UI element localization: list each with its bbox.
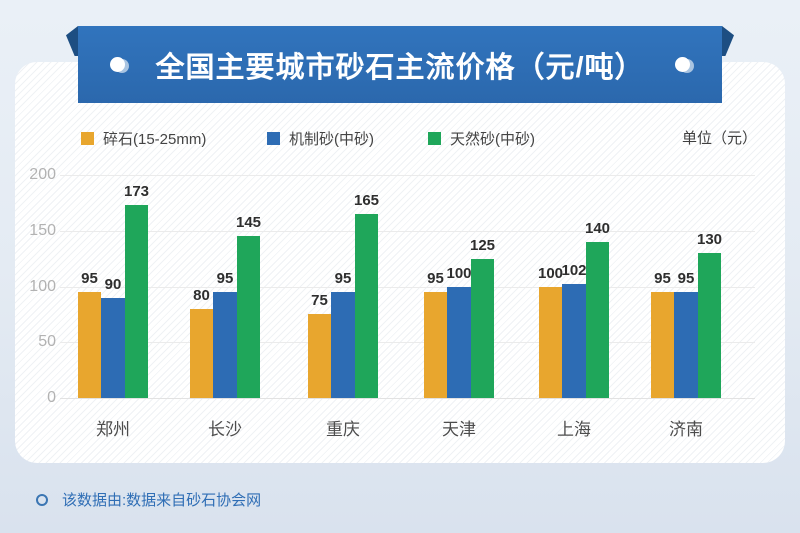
bar-value-label: 95 (216, 270, 234, 288)
title-banner: 全国主要城市砂石主流价格（元/吨） (78, 26, 722, 103)
bar-天然砂(中砂)-重庆 (354, 214, 379, 398)
y-axis-tick-100: 100 (29, 277, 56, 295)
gridline-100 (60, 286, 755, 288)
bar-碎石(15-25mm)-重庆 (307, 314, 332, 398)
legend-item-machine-sand: 机制砂(中砂) (267, 130, 374, 148)
legend-swatch-blue (267, 132, 280, 145)
bar-value-label: 95 (81, 270, 98, 288)
legend-label: 机制砂(中砂) (289, 131, 374, 148)
bar-value-label: 80 (193, 286, 210, 304)
bar-value-label: 95 (334, 270, 352, 288)
dot-main (110, 57, 126, 72)
x-axis-label-郑州: 郑州 (96, 420, 130, 439)
bar-value-label: 90 (104, 275, 122, 293)
bar-value-label: 130 (696, 231, 723, 249)
gridline-0 (60, 398, 755, 399)
x-axis-label-上海: 上海 (557, 420, 591, 439)
circle-bullet-icon (36, 493, 48, 506)
bar-value-label: 125 (469, 236, 496, 254)
data-source-text: 该数据由:数据来自砂石协会网 (62, 492, 262, 509)
bar-value-label: 140 (584, 219, 611, 237)
bar-碎石(15-25mm)-天津 (423, 292, 448, 398)
gridline-150 (60, 230, 755, 232)
unit-label: 单位（元） (681, 130, 757, 147)
legend-label: 天然砂(中砂) (450, 131, 535, 148)
bar-天然砂(中砂)-郑州 (124, 205, 149, 398)
legend-swatch-orange (81, 132, 94, 145)
bar-碎石(15-25mm)-济南 (650, 292, 675, 398)
bar-机制砂(中砂)-天津 (447, 286, 471, 398)
bar-机制砂(中砂)-重庆 (331, 292, 355, 398)
bar-value-label: 95 (677, 270, 695, 288)
legend-label: 碎石(15-25mm) (103, 131, 207, 148)
bar-value-label: 95 (427, 270, 444, 288)
banner-dot-left-icon (110, 57, 130, 73)
bar-value-label: 95 (654, 270, 671, 288)
bar-机制砂(中砂)-上海 (562, 284, 586, 398)
banner-fold-right (722, 26, 734, 56)
bar-碎石(15-25mm)-长沙 (189, 308, 214, 398)
bar-机制砂(中砂)-郑州 (101, 297, 125, 398)
banner-fold-left (66, 26, 78, 56)
bar-value-label: 100 (446, 264, 472, 282)
banner-dot-right-icon (674, 57, 694, 73)
y-axis-tick-150: 150 (29, 221, 56, 239)
legend-swatch-green (428, 132, 441, 145)
page-title: 全国主要城市砂石主流价格（元/吨） (155, 51, 645, 84)
bar-天然砂(中砂)-上海 (585, 241, 610, 398)
bar-value-label: 100 (537, 264, 564, 282)
x-axis-label-重庆: 重庆 (326, 420, 360, 439)
bar-碎石(15-25mm)-郑州 (77, 292, 102, 398)
bar-机制砂(中砂)-长沙 (213, 292, 237, 398)
bar-value-label: 165 (353, 192, 380, 210)
gridline-50 (60, 342, 755, 344)
bar-value-label: 75 (311, 292, 328, 310)
footer: 该数据由:数据来自砂石协会网 (36, 489, 261, 510)
x-axis-label-济南: 济南 (669, 420, 703, 439)
bar-天然砂(中砂)-天津 (470, 258, 495, 398)
legend-item-crushed-stone: 碎石(15-25mm) (81, 130, 207, 148)
dot-main (674, 57, 690, 72)
bar-天然砂(中砂)-长沙 (236, 236, 261, 398)
gridline-200 (60, 175, 755, 176)
bar-机制砂(中砂)-济南 (674, 292, 698, 398)
y-axis-tick-200: 200 (29, 166, 56, 183)
y-axis-tick-50: 50 (38, 333, 56, 351)
bar-value-label: 102 (561, 262, 587, 280)
x-axis-label-天津: 天津 (442, 420, 476, 439)
bar-碎石(15-25mm)-上海 (538, 286, 563, 398)
y-axis-tick-0: 0 (47, 389, 56, 406)
bar-value-label: 145 (235, 214, 262, 232)
bar-value-label: 173 (123, 183, 150, 201)
bar-天然砂(中砂)-济南 (697, 253, 722, 398)
legend-item-natural-sand: 天然砂(中砂) (428, 130, 535, 148)
x-axis-label-长沙: 长沙 (208, 420, 242, 439)
